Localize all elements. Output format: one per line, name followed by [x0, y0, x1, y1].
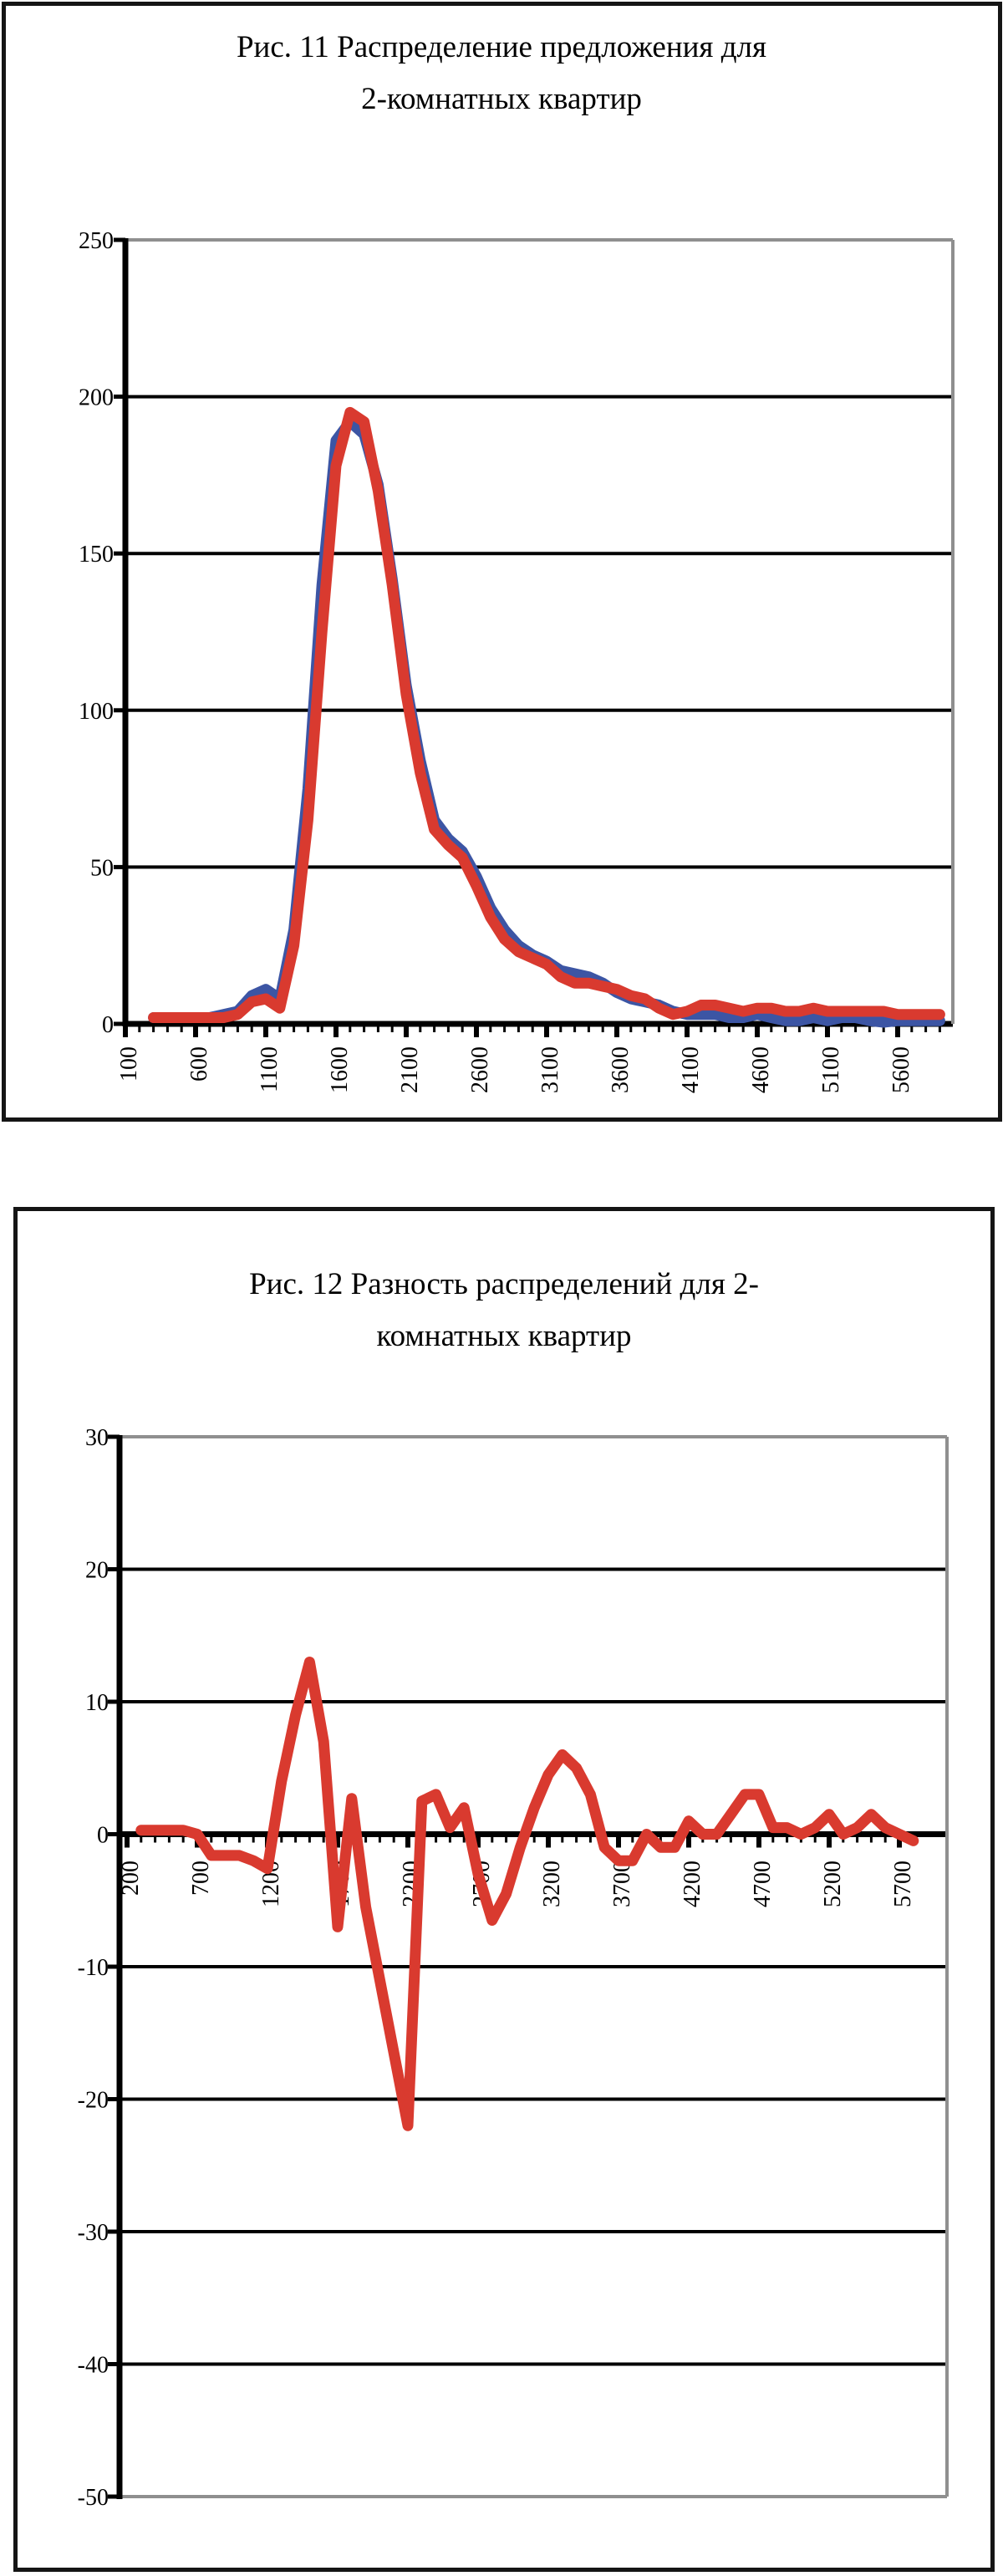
chart-12-difference: Рис. 12 Разность распределений для 2- ко…	[78, 1267, 949, 2511]
figure-11-title-line2: 2-комнатных квартир	[361, 82, 642, 116]
x-tick-label: 3100	[537, 1046, 563, 1093]
y-tick-label: 50	[90, 855, 114, 881]
x-tick-label: 700	[188, 1861, 214, 1896]
y-tick-label: -30	[78, 2220, 109, 2246]
x-tick-label: 4100	[678, 1046, 704, 1093]
y-tick-label: 20	[85, 1558, 109, 1584]
series-red	[148, 406, 945, 1023]
y-tick-label: 250	[79, 228, 114, 254]
x-tick-label: 1600	[327, 1046, 353, 1093]
x-tick-label: 4200	[680, 1861, 705, 1907]
x-tick-label: 3600	[608, 1046, 634, 1093]
series-blue	[148, 416, 945, 1028]
x-tick-label: 4600	[748, 1046, 774, 1093]
x-tick-label: 100	[116, 1046, 142, 1082]
figure-11-title-line1: Рис. 11 Распределение предложения для	[237, 30, 766, 64]
y-tick-label: 30	[85, 1425, 109, 1451]
x-tick-label: 1100	[257, 1046, 283, 1092]
y-tick-label: -50	[78, 2485, 109, 2511]
figure-12-title-line1: Рис. 12 Разность распределений для 2-	[249, 1267, 759, 1301]
figure-11-box: Рис. 11 Распределение предложения для 2-…	[2, 2, 1002, 1122]
x-tick-label: 5100	[818, 1046, 844, 1093]
chart-11-supply-distribution: Рис. 11 Распределение предложения для 2-…	[79, 30, 955, 1093]
y-tick-label: 200	[79, 385, 114, 411]
x-tick-label: 3200	[539, 1861, 565, 1907]
x-tick-label: 4700	[750, 1861, 776, 1907]
x-tick-label: 5600	[888, 1046, 914, 1093]
y-tick-label: 10	[85, 1690, 109, 1716]
x-tick-label: 3700	[609, 1861, 635, 1907]
x-tick-label: 2100	[397, 1046, 423, 1093]
x-tick-label: 600	[186, 1046, 212, 1082]
x-tick-label: 5200	[820, 1861, 846, 1907]
y-tick-label: -20	[78, 2088, 109, 2114]
y-tick-label: -40	[78, 2353, 109, 2379]
x-tick-label: 2600	[467, 1046, 493, 1093]
y-tick-label: -10	[78, 1955, 109, 1981]
figure-12-title-line2: комнатных квартир	[376, 1319, 631, 1353]
y-tick-label: 100	[79, 699, 114, 725]
x-tick-label: 5700	[890, 1861, 916, 1907]
plot-area-figure-11: 0 50 100 150 200 250 100 600 1100 1600 2100 2600 310…	[79, 228, 955, 1093]
y-tick-label: 0	[102, 1012, 114, 1038]
figure-12-box: Рис. 12 Разность распределений для 2- ко…	[13, 1207, 995, 2572]
y-tick-label: 150	[79, 542, 114, 568]
x-tick-label: 200	[118, 1861, 144, 1896]
y-tick-label: 0	[97, 1823, 109, 1849]
difference-red	[135, 1657, 919, 2131]
